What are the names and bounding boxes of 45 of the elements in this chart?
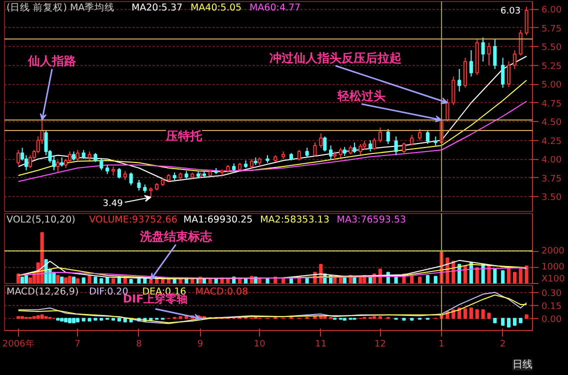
- series-label: MACD:0.08: [195, 286, 248, 298]
- chart-title: VOL2(5,10,20): [6, 214, 76, 226]
- text: MA2:58353.13: [260, 214, 330, 226]
- y-tick-label: 0.30: [542, 288, 562, 299]
- y-tick-label: 0.15: [542, 302, 562, 312]
- chart-title: (日线 前复权) MA季均线: [6, 2, 115, 14]
- y-tick-label: 2000: [542, 246, 565, 257]
- annotation: 仙人指路: [27, 54, 78, 68]
- x-tick-label: 7: [74, 340, 81, 350]
- annotation: 3.49: [102, 198, 124, 209]
- y-tick-label: 5.25: [542, 62, 562, 72]
- text: VOLUME:93752.66: [89, 214, 178, 226]
- y-tick-label: 4.25: [542, 136, 562, 147]
- text: MA3:76593.53: [336, 214, 406, 226]
- annotation: 洗盘结束标志: [138, 230, 213, 244]
- text: 日线: [512, 358, 532, 370]
- x-tick-label: 9: [197, 340, 204, 350]
- y-tick-label: 3.75: [542, 174, 562, 184]
- y-tick-label: 4.75: [542, 99, 562, 110]
- x-tick-label: 11: [315, 340, 327, 350]
- x-tick-label: 12: [374, 340, 386, 350]
- y-tick-label: 4.50: [542, 118, 562, 128]
- x-tick-label: 1: [438, 340, 444, 350]
- text: MA20:5.37: [131, 2, 183, 14]
- annotation: 轻松过头: [336, 89, 386, 103]
- y-tick-label: 4.00: [542, 156, 562, 166]
- annotation: 冲过仙人指头反压后拉起: [269, 50, 402, 65]
- x-tick-label: 2: [500, 340, 506, 350]
- y-tick-label: 5.75: [542, 24, 562, 34]
- y-tick-label: 1000: [542, 262, 565, 273]
- chart-title: MACD(12,26,9): [6, 286, 79, 298]
- text: MA60:4.77: [249, 2, 301, 14]
- text: MA40:5.05: [190, 2, 242, 14]
- x-tick-label: 10: [254, 340, 266, 350]
- y-tick-label: 0.00: [542, 314, 562, 325]
- y-tick-label: 5.00: [542, 80, 562, 90]
- annotation: 6.03: [500, 6, 521, 16]
- x-tick-label: 8: [136, 340, 142, 350]
- annotation: 压特托: [165, 128, 204, 143]
- y-tick-label: 6.00: [542, 6, 562, 16]
- y-tick-label: 5.50: [542, 43, 562, 53]
- text: MA1:69930.25: [183, 214, 253, 226]
- y-tick-label: X100: [542, 274, 566, 284]
- x-tick-label: 2006年: [2, 338, 34, 350]
- y-tick-label: 3.50: [542, 193, 562, 203]
